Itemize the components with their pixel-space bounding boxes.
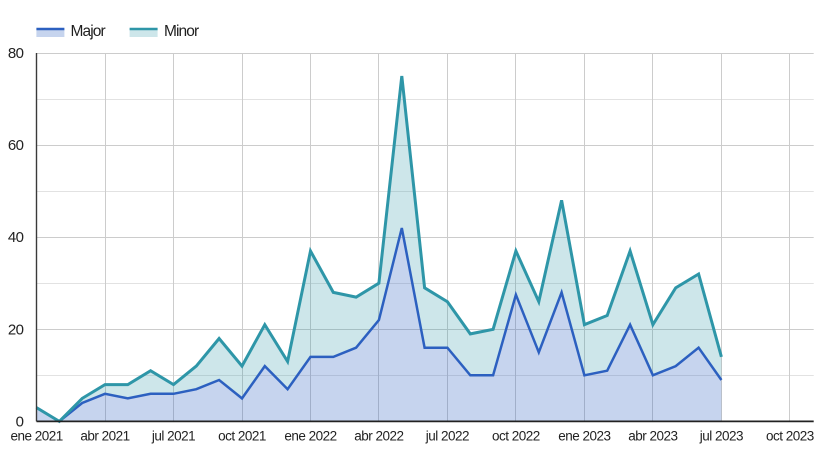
svg-text:ene 2023: ene 2023 bbox=[558, 429, 610, 444]
svg-text:80: 80 bbox=[8, 45, 24, 62]
svg-text:jul 2022: jul 2022 bbox=[425, 429, 469, 444]
svg-text:oct 2023: oct 2023 bbox=[766, 429, 814, 444]
svg-text:abr 2023: abr 2023 bbox=[628, 429, 677, 444]
svg-text:jul 2023: jul 2023 bbox=[699, 429, 743, 444]
svg-text:Major: Major bbox=[71, 23, 106, 40]
svg-text:oct 2022: oct 2022 bbox=[492, 429, 540, 444]
svg-text:ene 2022: ene 2022 bbox=[284, 429, 336, 444]
svg-text:abr 2022: abr 2022 bbox=[354, 429, 403, 444]
svg-text:jul 2021: jul 2021 bbox=[151, 429, 195, 444]
svg-text:20: 20 bbox=[8, 321, 24, 338]
svg-text:ene 2021: ene 2021 bbox=[10, 429, 62, 444]
svg-text:oct 2021: oct 2021 bbox=[218, 429, 266, 444]
svg-text:40: 40 bbox=[8, 229, 24, 246]
svg-text:abr 2021: abr 2021 bbox=[80, 429, 129, 444]
svg-text:0: 0 bbox=[16, 413, 24, 430]
svg-text:60: 60 bbox=[8, 137, 24, 154]
svg-text:Minor: Minor bbox=[164, 23, 199, 40]
